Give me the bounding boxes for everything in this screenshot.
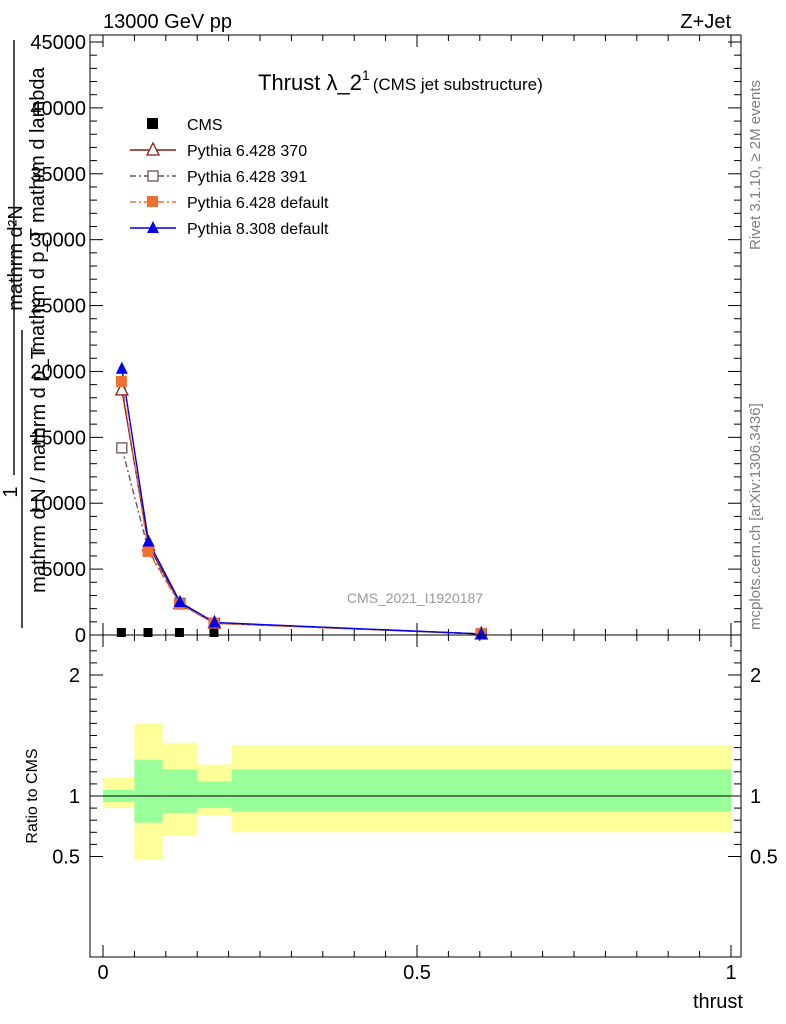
legend-entry: Pythia 6.428 default bbox=[130, 195, 329, 212]
pythia-6-428-370-marker bbox=[145, 141, 161, 156]
ylabel-one: 1 bbox=[0, 486, 22, 497]
pythia-8-308-default-marker bbox=[115, 361, 128, 374]
ratio-plot: 0.5 0.5 1 1 2 2 0 0.5 1 Ratio to CMS thrust bbox=[24, 634, 778, 1013]
plot-title-main: Thrust λ_2 bbox=[258, 70, 362, 95]
main-ylabel: mathrm d²N mathrm d p_T mathrm d lambda … bbox=[0, 40, 50, 628]
ratio-stat-band bbox=[134, 759, 163, 823]
pythia-6-428-default-marker bbox=[115, 375, 127, 387]
plot-title-paren: (CMS jet substructure) bbox=[373, 75, 543, 94]
pythia-6-428-default-marker bbox=[147, 196, 158, 207]
main-ytick-label: 45000 bbox=[30, 32, 86, 54]
legend-entry: Pythia 8.308 default bbox=[130, 221, 329, 238]
legend-label: Pythia 6.428 default bbox=[187, 195, 329, 212]
cms-marker bbox=[174, 628, 184, 637]
main-ytick-label: 40000 bbox=[30, 98, 86, 120]
main-ytick-label: 5000 bbox=[42, 559, 87, 581]
ylabel-top: mathrm d²N bbox=[5, 205, 27, 311]
main-ytick-label: 20000 bbox=[30, 361, 86, 383]
x-axis-label: thrust bbox=[693, 991, 743, 1013]
pythia-6-428-391-marker bbox=[147, 170, 159, 182]
main-markers bbox=[114, 361, 489, 640]
energy-label: 13000 GeV pp bbox=[103, 11, 232, 33]
cms-marker bbox=[147, 118, 158, 129]
cms-marker bbox=[143, 628, 153, 637]
pythia-6-428-default-marker bbox=[142, 545, 154, 557]
x-tick-label: 0 bbox=[97, 962, 108, 984]
main-plot: 0 5000 10000 15000 20000 25000 30000 35000 40000… bbox=[30, 32, 742, 647]
ratio-stat-band bbox=[231, 769, 732, 812]
ratio-stat-band bbox=[162, 769, 198, 813]
ratio-ytick-label: 1 bbox=[69, 786, 80, 808]
process-label: Z+Jet bbox=[680, 11, 731, 33]
ratio-axes: 0.5 0.5 1 1 2 2 0 0.5 1 bbox=[52, 635, 778, 984]
legend-label: Pythia 6.428 391 bbox=[187, 169, 307, 186]
ratio-ytick-label-right: 0.5 bbox=[750, 847, 778, 869]
legend-label: Pythia 8.308 default bbox=[187, 221, 329, 238]
legend-entry: CMS bbox=[147, 117, 223, 134]
ratio-ytick-label: 0.5 bbox=[52, 847, 80, 869]
pythia-6-428-391-marker bbox=[116, 442, 128, 454]
cms-marker bbox=[209, 628, 219, 637]
legend: CMS Pythia 6.428 370 Pythia 6.428 391 Pythi… bbox=[130, 117, 329, 238]
mcplots-label: mcplots.cern.ch [arXiv:1306.3436] bbox=[747, 403, 764, 630]
x-tick-label: 0.5 bbox=[403, 962, 431, 984]
plot-title: Thrust λ_21 (CMS jet substructure) bbox=[258, 67, 543, 95]
main-ytick-label: 15000 bbox=[30, 427, 86, 449]
watermark: CMS_2021_I1920187 bbox=[347, 590, 483, 606]
pythia-8-308-default-marker bbox=[142, 534, 155, 547]
ratio-ytick-label-right: 2 bbox=[750, 665, 761, 687]
legend-label: Pythia 6.428 370 bbox=[187, 143, 307, 160]
cms-marker bbox=[116, 628, 126, 637]
main-ytick-label: 35000 bbox=[30, 164, 86, 186]
pythia-8-308-default-marker bbox=[208, 615, 221, 628]
ratio-ytick-label: 2 bbox=[69, 665, 80, 687]
ylabel-bottom: mathrm d N / mathrm d p_T bbox=[28, 347, 50, 593]
main-ytick-label: 25000 bbox=[30, 296, 86, 318]
pythia-8-308-default-marker bbox=[173, 595, 186, 608]
pythia-6-428-370-marker bbox=[114, 381, 129, 396]
ratio-stat-band bbox=[197, 781, 232, 809]
x-tick-label: 1 bbox=[725, 962, 736, 984]
ratio-bands bbox=[103, 723, 732, 861]
legend-entry: Pythia 6.428 391 bbox=[130, 169, 307, 186]
legend-label: CMS bbox=[187, 117, 223, 134]
pythia-8-308-default-marker bbox=[475, 626, 488, 639]
legend-entry: Pythia 6.428 370 bbox=[130, 141, 307, 160]
ratio-ytick-label-right: 1 bbox=[750, 786, 761, 808]
main-axes: 0 5000 10000 15000 20000 25000 30000 35000 40000… bbox=[30, 32, 741, 647]
main-ytick-label: 0 bbox=[75, 625, 86, 647]
ratio-ylabel: Ratio to CMS bbox=[24, 748, 41, 843]
main-ytick-label: 10000 bbox=[30, 493, 86, 515]
main-ytick-label: 30000 bbox=[30, 230, 86, 252]
rivet-label: Rivet 3.1.10, ≥ 2M events bbox=[747, 80, 764, 250]
pythia-8-308-default-marker bbox=[147, 221, 159, 233]
ylabel-mid: mathrm d p_T mathrm d lambda bbox=[27, 66, 49, 352]
plot-title-sup: 1 bbox=[362, 67, 370, 83]
